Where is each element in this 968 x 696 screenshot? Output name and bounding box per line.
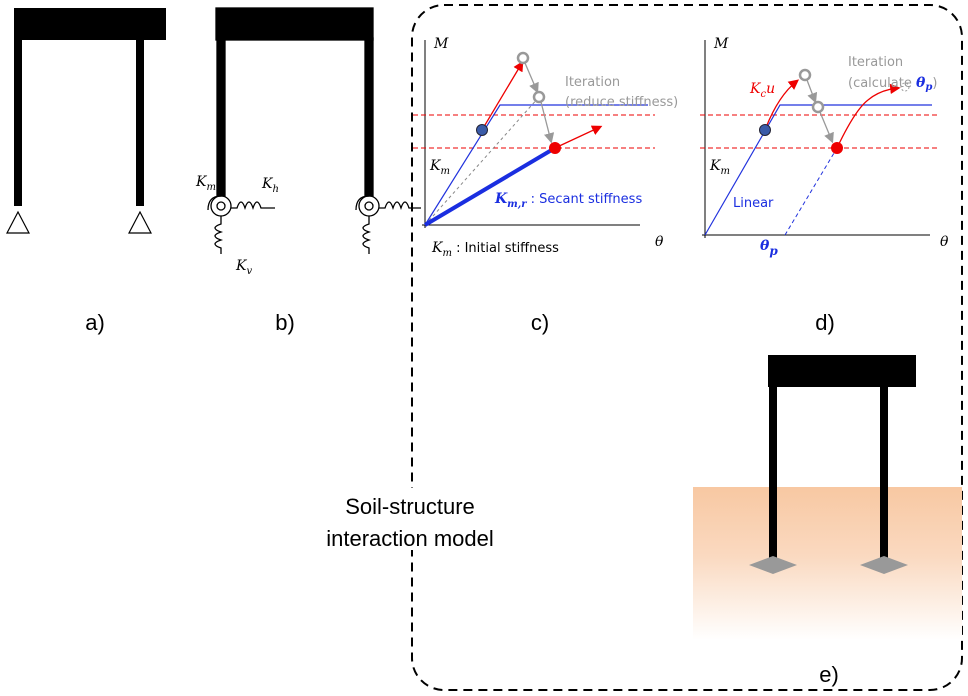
pin-support bbox=[7, 212, 151, 233]
note: Iteration bbox=[565, 75, 620, 90]
arrow bbox=[820, 112, 832, 141]
subscript: m bbox=[440, 166, 449, 177]
arrow bbox=[525, 63, 537, 91]
axis-label: θ bbox=[655, 234, 664, 250]
column bbox=[217, 38, 225, 196]
spring-label: Km bbox=[195, 174, 216, 193]
column bbox=[365, 38, 373, 196]
spring-label: Kv bbox=[235, 258, 252, 277]
slope-label: Km bbox=[429, 158, 450, 177]
text: : Secant stiffness bbox=[527, 192, 643, 207]
subscript: m bbox=[720, 166, 729, 177]
axis-label: M bbox=[713, 36, 729, 52]
subscript: p bbox=[769, 244, 778, 258]
linear-label: Linear bbox=[733, 196, 774, 211]
symbol: u bbox=[766, 81, 775, 97]
beam bbox=[14, 8, 166, 40]
yield-point bbox=[477, 125, 488, 136]
slope-label: Km bbox=[709, 158, 730, 177]
column bbox=[880, 385, 888, 565]
subscript: h bbox=[272, 184, 278, 195]
arrow bbox=[807, 80, 815, 101]
subscript: m bbox=[206, 182, 215, 193]
model-label: Soil-structure bbox=[345, 494, 475, 519]
subscript: m bbox=[442, 248, 451, 259]
arrow bbox=[541, 102, 551, 141]
panel-label: a) bbox=[85, 310, 105, 335]
figure: a) Km Kh Kv b) M θ Iteration (reduce sti… bbox=[0, 0, 968, 696]
iteration-point bbox=[813, 102, 823, 112]
text: (calculate bbox=[848, 76, 916, 91]
spring-label: Kh bbox=[261, 176, 279, 195]
note: (reduce stiffness) bbox=[565, 95, 678, 110]
panel-label: d) bbox=[815, 310, 835, 335]
spring-set bbox=[208, 196, 275, 254]
arrow bbox=[555, 127, 600, 148]
tangent-label: Kcu bbox=[749, 81, 775, 100]
panel-label: c) bbox=[531, 310, 549, 335]
beam bbox=[216, 8, 373, 40]
model-label: interaction model bbox=[326, 526, 494, 551]
note: Iteration bbox=[848, 55, 903, 70]
note: (calculate θp) bbox=[848, 75, 937, 93]
column bbox=[769, 385, 777, 565]
yield-point bbox=[760, 125, 771, 136]
symbol: K bbox=[494, 191, 508, 207]
panel-label: b) bbox=[275, 310, 295, 335]
secant-label: Km,r : Secant stiffness bbox=[494, 191, 642, 210]
subscript: p bbox=[925, 82, 932, 93]
text: ) bbox=[932, 76, 937, 91]
axis-label: M bbox=[433, 36, 449, 52]
soil bbox=[693, 487, 962, 640]
subscript: m,r bbox=[507, 199, 527, 210]
plastic-label: θp bbox=[760, 238, 778, 258]
panel-a: a) bbox=[7, 8, 166, 335]
initial-label: Km : Initial stiffness bbox=[431, 240, 559, 259]
limit-line bbox=[413, 115, 655, 148]
axis-label: θ bbox=[940, 234, 949, 250]
column bbox=[14, 38, 22, 206]
column bbox=[136, 38, 144, 206]
iteration-point bbox=[518, 53, 528, 63]
arrow bbox=[837, 88, 898, 148]
result-point bbox=[549, 142, 561, 154]
limit-line bbox=[700, 115, 937, 148]
subscript: v bbox=[246, 266, 252, 277]
backbone bbox=[705, 105, 932, 235]
arrow bbox=[482, 63, 522, 130]
iteration-point bbox=[534, 92, 544, 102]
panel-label: e) bbox=[819, 662, 839, 687]
unloading bbox=[785, 148, 837, 235]
panel-e bbox=[693, 355, 962, 640]
beam bbox=[768, 355, 916, 387]
text: : Initial stiffness bbox=[452, 241, 559, 256]
iteration-point bbox=[800, 70, 810, 80]
result-point bbox=[831, 142, 843, 154]
panel-b bbox=[208, 8, 421, 254]
secant bbox=[425, 148, 555, 225]
